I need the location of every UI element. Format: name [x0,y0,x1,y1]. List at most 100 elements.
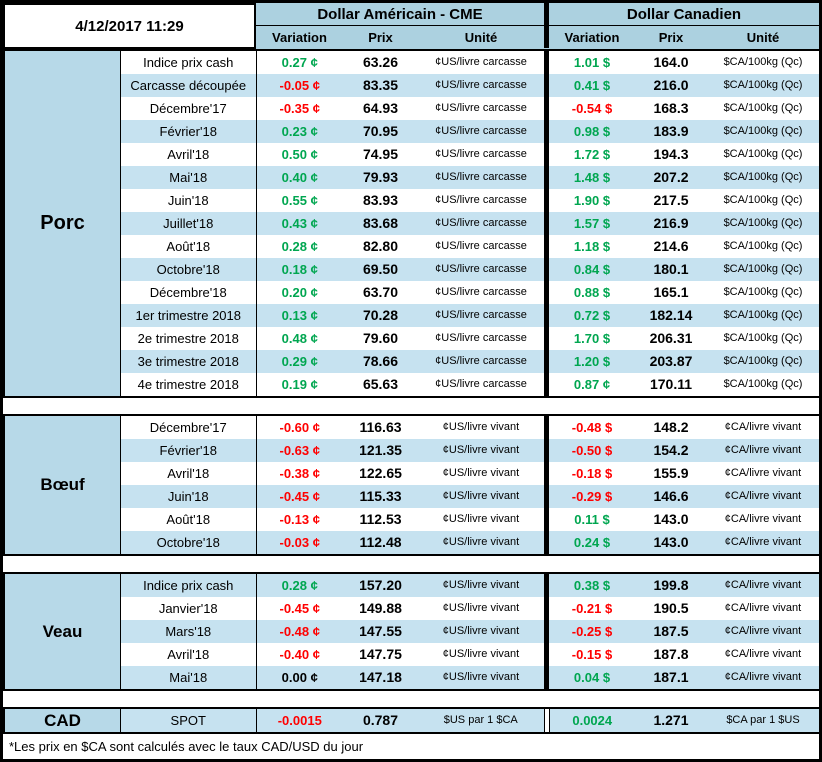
ca-price: 199.8 [653,577,689,593]
us-unit: ¢US/livre carcasse [435,125,527,137]
row-label: Janvier'18 [121,597,257,620]
ca-variation: 0.24 $ [573,535,611,550]
section-label-boeuf: Bœuf [5,416,121,554]
ca-unit: $CA/100kg (Qc) [723,240,803,252]
ca-variation: -0.15 $ [571,647,613,662]
us-variation: 0.28 ¢ [281,239,318,254]
row-label: Octobre'18 [121,258,257,281]
us-variation: -0.38 ¢ [279,466,320,481]
ca-price: 183.9 [653,123,689,139]
us-price: 74.95 [362,146,399,162]
us-unit: ¢US/livre carcasse [435,332,527,344]
table-row: 1er trimestre 2018 0.13 ¢ 70.28 ¢US/livr… [121,304,819,327]
table-row: Janvier'18 -0.45 ¢ 149.88 ¢US/livre viva… [121,597,819,620]
us-unit: ¢US/livre vivant [442,579,520,591]
row-label: Décembre'17 [121,97,257,120]
ca-unit: $CA/100kg (Qc) [723,125,803,137]
section-gap [3,398,819,414]
ca-price: 168.3 [653,100,689,116]
us-unit: ¢US/livre carcasse [435,378,527,390]
ca-unit: ¢CA/livre vivant [724,579,802,591]
ca-variation: 1.57 $ [573,216,611,231]
ca-unit: ¢CA/livre vivant [724,602,802,614]
section-label-veau: Veau [5,574,121,689]
table-row: Avril'18 0.50 ¢ 74.95 ¢US/livre carcasse… [121,143,819,166]
section-boeuf: Bœuf Décembre'17 -0.60 ¢ 116.63 ¢US/livr… [3,414,819,556]
us-unit: ¢US/livre vivant [442,625,520,637]
us-variation: -0.45 ¢ [279,601,320,616]
us-variation: -0.05 ¢ [279,78,320,93]
table-row: Décembre'18 0.20 ¢ 63.70 ¢US/livre carca… [121,281,819,304]
us-variation: -0.03 ¢ [279,535,320,550]
us-variation: -0.60 ¢ [279,420,320,435]
us-price: 121.35 [359,442,402,458]
row-label: Juin'18 [121,485,257,508]
us-price: 147.75 [359,646,402,662]
row-label: Carcasse découpée [121,74,257,97]
ca-price: 194.3 [653,146,689,162]
ca-variation-header: Variation [564,29,620,45]
table-row: Avril'18 -0.40 ¢ 147.75 ¢US/livre vivant… [121,643,819,666]
us-price: 82.80 [362,238,399,254]
us-price: 149.88 [359,600,402,616]
group-divider [544,143,549,166]
us-variation-header: Variation [272,29,327,45]
ca-unit: $CA/100kg (Qc) [723,263,803,275]
ca-price: 217.5 [653,192,689,208]
ca-variation: 1.70 $ [573,331,611,346]
table-row: 4e trimestre 2018 0.19 ¢ 65.63 ¢US/livre… [121,373,819,396]
ca-price: 216.0 [653,77,689,93]
us-variation: -0.35 ¢ [279,101,320,116]
us-price-header: Prix [368,29,393,45]
timestamp: 4/12/2017 11:29 [3,3,256,49]
ca-unit: $CA/100kg (Qc) [723,79,803,91]
ca-price: 187.8 [653,646,689,662]
us-unit: ¢US/livre vivant [442,671,520,683]
us-variation: 0.20 ¢ [281,285,318,300]
table-row: Mars'18 -0.48 ¢ 147.55 ¢US/livre vivant … [121,620,819,643]
ca-price: 143.0 [653,534,689,550]
group-divider [544,373,549,396]
us-unit: ¢US/livre carcasse [435,309,527,321]
group-divider [544,235,549,258]
table-row: Carcasse découpée -0.05 ¢ 83.35 ¢US/livr… [121,74,819,97]
ca-unit: $CA/100kg (Qc) [723,332,803,344]
us-unit: ¢US/livre carcasse [435,171,527,183]
table-row: 3e trimestre 2018 0.29 ¢ 78.66 ¢US/livre… [121,350,819,373]
row-label: 2e trimestre 2018 [121,327,257,350]
table-row: SPOT -0.0015 0.787 $US par 1 $CA 0.0024 … [121,709,819,732]
ca-price: 165.1 [653,284,689,300]
us-variation: 0.48 ¢ [281,331,318,346]
ca-unit: $CA/100kg (Qc) [723,286,803,298]
row-label: Mars'18 [121,620,257,643]
ca-unit: $CA/100kg (Qc) [723,378,803,390]
row-label: Indice prix cash [121,51,257,74]
table-row: Juin'18 -0.45 ¢ 115.33 ¢US/livre vivant … [121,485,819,508]
row-label: Avril'18 [121,143,257,166]
table-row: Août'18 0.28 ¢ 82.80 ¢US/livre carcasse … [121,235,819,258]
ca-unit: ¢CA/livre vivant [724,648,802,660]
ca-variation: 1.48 $ [573,170,611,185]
ca-price: 180.1 [653,261,689,277]
row-label: 3e trimestre 2018 [121,350,257,373]
ca-price: 207.2 [653,169,689,185]
group-divider [544,597,549,620]
ca-variation: -0.48 $ [571,420,613,435]
group-divider [544,120,549,143]
row-label: Décembre'17 [121,416,257,439]
porc-rows: Indice prix cash 0.27 ¢ 63.26 ¢US/livre … [121,51,819,396]
footnote: *Les prix en $CA sont calculés avec le t… [3,734,819,759]
row-label: 4e trimestre 2018 [121,373,257,396]
us-variation: -0.45 ¢ [279,489,320,504]
us-price: 115.33 [359,488,402,504]
ca-price: 146.6 [653,488,689,504]
group-divider [544,416,549,439]
group-divider [544,304,549,327]
table-row: Juin'18 0.55 ¢ 83.93 ¢US/livre carcasse … [121,189,819,212]
ca-price: 206.31 [649,330,693,346]
us-price: 70.28 [362,307,399,323]
row-label: Mai'18 [121,666,257,689]
us-variation: 0.55 ¢ [281,193,318,208]
us-price: 65.63 [362,376,399,392]
ca-variation: 0.11 $ [574,512,610,527]
